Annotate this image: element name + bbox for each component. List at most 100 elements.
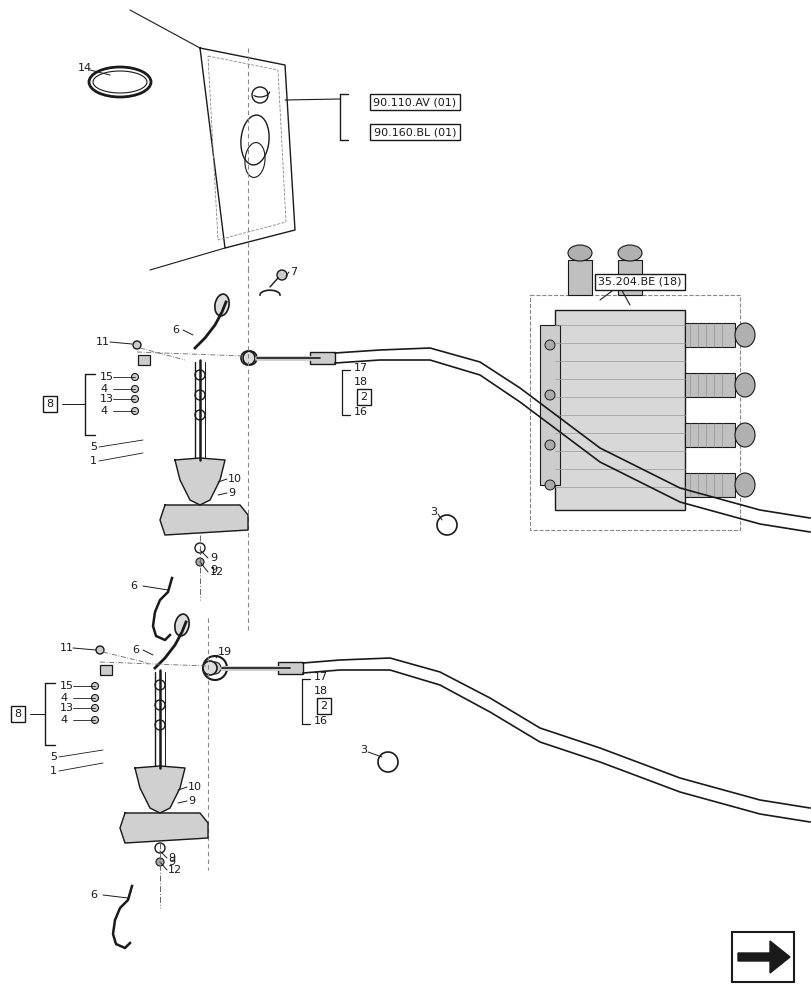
Ellipse shape (734, 323, 754, 347)
Circle shape (131, 385, 139, 392)
Text: 9: 9 (168, 853, 175, 863)
Text: 9: 9 (210, 553, 217, 563)
Text: 9: 9 (210, 565, 217, 575)
Circle shape (155, 843, 165, 853)
Bar (684, 323, 734, 347)
Text: 9: 9 (168, 857, 175, 867)
Ellipse shape (617, 245, 642, 261)
Circle shape (195, 543, 204, 553)
Text: 13: 13 (60, 703, 74, 713)
Ellipse shape (568, 245, 591, 261)
Circle shape (155, 680, 165, 690)
Ellipse shape (734, 473, 754, 497)
Bar (554, 310, 684, 510)
Circle shape (208, 662, 221, 674)
Text: 6: 6 (90, 890, 97, 900)
Polygon shape (135, 766, 185, 813)
Bar (684, 473, 734, 497)
Bar (277, 662, 303, 674)
Ellipse shape (734, 423, 754, 447)
Text: 15: 15 (60, 681, 74, 691)
Text: 90.160.BL (01): 90.160.BL (01) (373, 127, 456, 137)
Text: 3: 3 (430, 507, 436, 517)
Circle shape (195, 558, 204, 566)
Bar (568, 260, 591, 295)
Bar (539, 325, 560, 485)
Circle shape (96, 646, 104, 654)
Polygon shape (120, 813, 208, 843)
Text: 17: 17 (314, 672, 328, 682)
Ellipse shape (734, 373, 754, 397)
Circle shape (195, 410, 204, 420)
Text: 4: 4 (60, 693, 67, 703)
Text: 35.204.BE (18): 35.204.BE (18) (598, 277, 681, 287)
Text: 90.110.AV (01): 90.110.AV (01) (373, 97, 456, 107)
Circle shape (155, 700, 165, 710)
Polygon shape (160, 505, 247, 535)
Text: 7: 7 (290, 267, 297, 277)
Text: 4: 4 (60, 715, 67, 725)
Text: 8: 8 (15, 709, 22, 719)
Polygon shape (737, 941, 789, 973)
Circle shape (544, 340, 554, 350)
Circle shape (155, 720, 165, 730)
Text: 9: 9 (228, 488, 235, 498)
Bar (617, 260, 642, 295)
Circle shape (133, 341, 141, 349)
Circle shape (131, 408, 139, 414)
Text: 11: 11 (60, 643, 74, 653)
Text: 4: 4 (100, 406, 107, 416)
Bar (138, 355, 150, 365)
Bar (684, 423, 734, 447)
Circle shape (92, 704, 98, 712)
Ellipse shape (215, 294, 229, 316)
Text: 9: 9 (188, 796, 195, 806)
Circle shape (544, 440, 554, 450)
Circle shape (92, 682, 98, 690)
Text: 2: 2 (360, 392, 367, 402)
Polygon shape (175, 458, 225, 505)
Circle shape (131, 373, 139, 380)
Circle shape (131, 395, 139, 402)
Text: 5: 5 (90, 442, 97, 452)
Text: 2: 2 (320, 701, 327, 711)
Text: 8: 8 (46, 399, 54, 409)
Text: 1: 1 (90, 456, 97, 466)
Text: 16: 16 (354, 407, 367, 417)
Circle shape (277, 270, 286, 280)
Text: 3: 3 (359, 745, 367, 755)
Circle shape (92, 716, 98, 724)
Text: 18: 18 (354, 377, 367, 387)
Circle shape (195, 370, 204, 380)
Text: 12: 12 (168, 865, 182, 875)
Bar (100, 665, 112, 675)
Circle shape (203, 661, 217, 675)
Text: 11: 11 (96, 337, 109, 347)
Bar (684, 373, 734, 397)
Text: 10: 10 (228, 474, 242, 484)
Text: 6: 6 (132, 645, 139, 655)
Text: 6: 6 (172, 325, 178, 335)
Text: 19: 19 (217, 647, 232, 657)
Text: 13: 13 (100, 394, 114, 404)
Bar (530, 295, 739, 530)
Text: 4: 4 (100, 384, 107, 394)
Text: 17: 17 (354, 363, 367, 373)
Text: 18: 18 (314, 686, 328, 696)
Text: 6: 6 (130, 581, 137, 591)
Text: 14: 14 (78, 63, 92, 73)
Circle shape (544, 480, 554, 490)
Ellipse shape (174, 614, 189, 636)
Text: 12: 12 (210, 567, 224, 577)
Circle shape (242, 351, 257, 365)
Text: 16: 16 (314, 716, 328, 726)
Bar (731, 932, 793, 982)
Circle shape (195, 390, 204, 400)
Text: 5: 5 (50, 752, 57, 762)
Circle shape (156, 858, 164, 866)
Circle shape (92, 694, 98, 702)
Text: 1: 1 (50, 766, 57, 776)
Circle shape (544, 390, 554, 400)
Text: 15: 15 (100, 372, 114, 382)
Bar (310, 352, 335, 364)
